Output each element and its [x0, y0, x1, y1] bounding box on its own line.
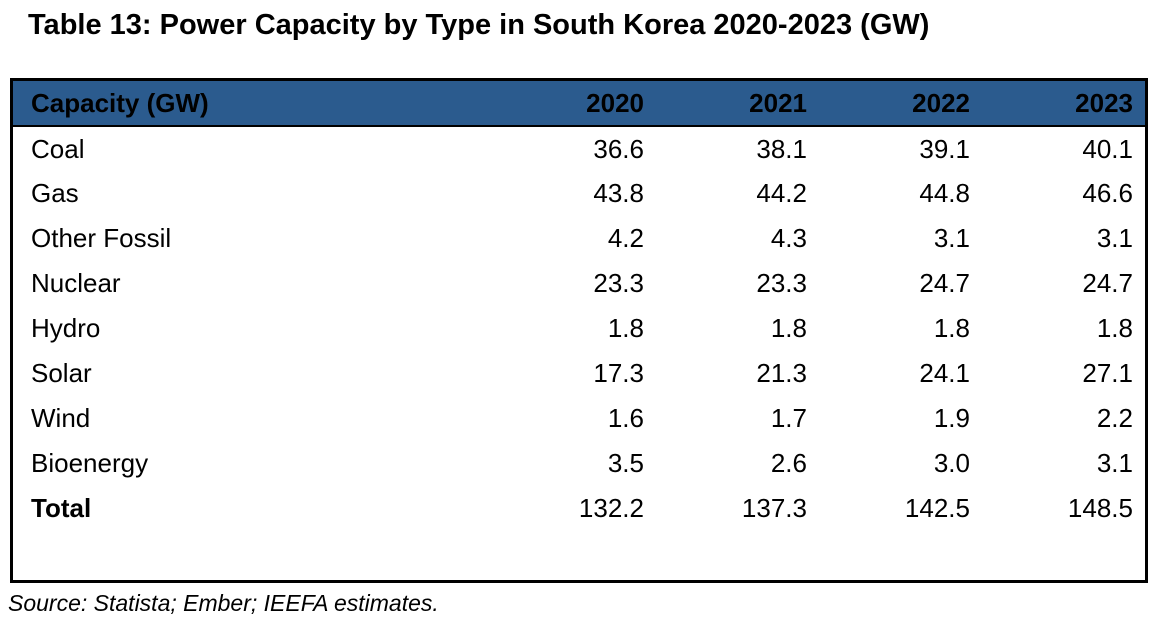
- cell-value: 44.8: [819, 171, 982, 216]
- row-label: Wind: [13, 396, 493, 441]
- cell-value: 24.7: [819, 261, 982, 306]
- cell-value: 27.1: [982, 351, 1145, 396]
- cell-value: 1.9: [819, 396, 982, 441]
- table-row-gas: Gas 43.8 44.2 44.8 46.6: [13, 171, 1145, 216]
- column-header-2022: 2022: [819, 81, 982, 127]
- column-header-capacity: Capacity (GW): [13, 81, 493, 127]
- cell-value: 17.3: [493, 351, 656, 396]
- cell-value: 44.2: [656, 171, 819, 216]
- capacity-table-frame: Capacity (GW) 2020 2021 2022 2023 Coal 3…: [10, 78, 1148, 583]
- row-label: Nuclear: [13, 261, 493, 306]
- cell-value: 1.7: [656, 396, 819, 441]
- table-row-coal: Coal 36.6 38.1 39.1 40.1: [13, 126, 1145, 171]
- table-row-bioenergy: Bioenergy 3.5 2.6 3.0 3.1: [13, 441, 1145, 486]
- cell-value: 1.8: [819, 306, 982, 351]
- table-row-hydro: Hydro 1.8 1.8 1.8 1.8: [13, 306, 1145, 351]
- row-label: Coal: [13, 126, 493, 171]
- cell-value: 2.2: [982, 396, 1145, 441]
- capacity-table: Capacity (GW) 2020 2021 2022 2023 Coal 3…: [13, 81, 1145, 531]
- table-row-other-fossil: Other Fossil 4.2 4.3 3.1 3.1: [13, 216, 1145, 261]
- row-label: Hydro: [13, 306, 493, 351]
- cell-value: 36.6: [493, 126, 656, 171]
- cell-value: 3.5: [493, 441, 656, 486]
- row-label: Solar: [13, 351, 493, 396]
- cell-value: 1.8: [656, 306, 819, 351]
- cell-value: 24.7: [982, 261, 1145, 306]
- cell-value: 1.6: [493, 396, 656, 441]
- row-label: Total: [13, 486, 493, 531]
- table-title: Table 13: Power Capacity by Type in Sout…: [28, 9, 930, 41]
- cell-value: 142.5: [819, 486, 982, 531]
- cell-value: 40.1: [982, 126, 1145, 171]
- cell-value: 1.8: [493, 306, 656, 351]
- cell-value: 24.1: [819, 351, 982, 396]
- table-row-nuclear: Nuclear 23.3 23.3 24.7 24.7: [13, 261, 1145, 306]
- cell-value: 43.8: [493, 171, 656, 216]
- table-row-total: Total 132.2 137.3 142.5 148.5: [13, 486, 1145, 531]
- cell-value: 3.1: [982, 216, 1145, 261]
- source-note: Source: Statista; Ember; IEEFA estimates…: [8, 590, 439, 616]
- cell-value: 21.3: [656, 351, 819, 396]
- cell-value: 148.5: [982, 486, 1145, 531]
- cell-value: 1.8: [982, 306, 1145, 351]
- cell-value: 4.3: [656, 216, 819, 261]
- cell-value: 132.2: [493, 486, 656, 531]
- cell-value: 137.3: [656, 486, 819, 531]
- table-row-solar: Solar 17.3 21.3 24.1 27.1: [13, 351, 1145, 396]
- row-label: Bioenergy: [13, 441, 493, 486]
- cell-value: 23.3: [493, 261, 656, 306]
- cell-value: 2.6: [656, 441, 819, 486]
- cell-value: 23.3: [656, 261, 819, 306]
- cell-value: 3.0: [819, 441, 982, 486]
- row-label: Other Fossil: [13, 216, 493, 261]
- column-header-2020: 2020: [493, 81, 656, 127]
- cell-value: 4.2: [493, 216, 656, 261]
- cell-value: 46.6: [982, 171, 1145, 216]
- cell-value: 3.1: [982, 441, 1145, 486]
- cell-value: 3.1: [819, 216, 982, 261]
- column-header-2023: 2023: [982, 81, 1145, 127]
- column-header-2021: 2021: [656, 81, 819, 127]
- table-header-row: Capacity (GW) 2020 2021 2022 2023: [13, 81, 1145, 127]
- row-label: Gas: [13, 171, 493, 216]
- cell-value: 38.1: [656, 126, 819, 171]
- cell-value: 39.1: [819, 126, 982, 171]
- table-row-wind: Wind 1.6 1.7 1.9 2.2: [13, 396, 1145, 441]
